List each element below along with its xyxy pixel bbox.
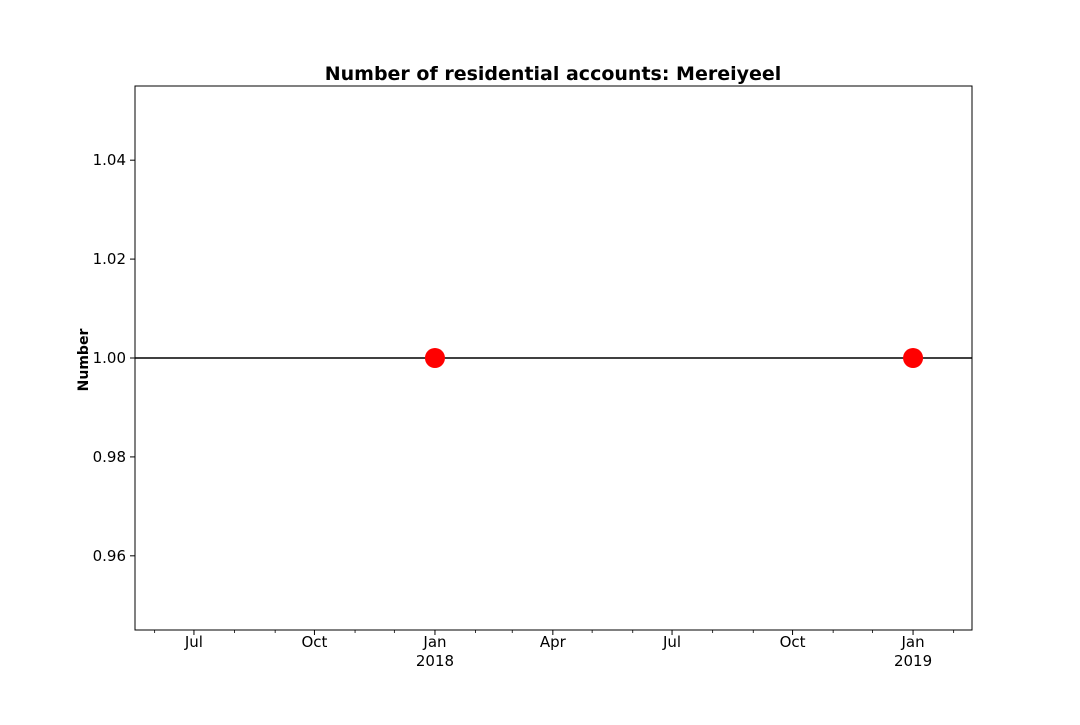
x-tick-label: Jul bbox=[184, 633, 203, 651]
x-tick-year-label: 2019 bbox=[894, 652, 932, 670]
y-axis-label: Number bbox=[76, 329, 92, 392]
y-tick-label: 0.98 bbox=[93, 448, 126, 466]
x-tick-label: Oct bbox=[780, 633, 806, 651]
x-tick-label: Jan bbox=[422, 633, 446, 651]
y-tick-label: 1.04 bbox=[93, 151, 126, 169]
x-tick-year-label: 2018 bbox=[416, 652, 454, 670]
data-point bbox=[903, 348, 924, 368]
data-point bbox=[424, 348, 445, 368]
x-tick-label: Apr bbox=[540, 633, 567, 651]
x-tick-label: Jan bbox=[900, 633, 924, 651]
y-tick-label: 1.00 bbox=[93, 349, 126, 367]
chart-title: Number of residential accounts: Mereiyee… bbox=[325, 63, 782, 85]
x-tick-label: Oct bbox=[301, 633, 327, 651]
y-tick-label: 0.96 bbox=[93, 547, 126, 565]
y-tick-label: 1.02 bbox=[93, 250, 126, 268]
x-tick-label: Jul bbox=[662, 633, 681, 651]
